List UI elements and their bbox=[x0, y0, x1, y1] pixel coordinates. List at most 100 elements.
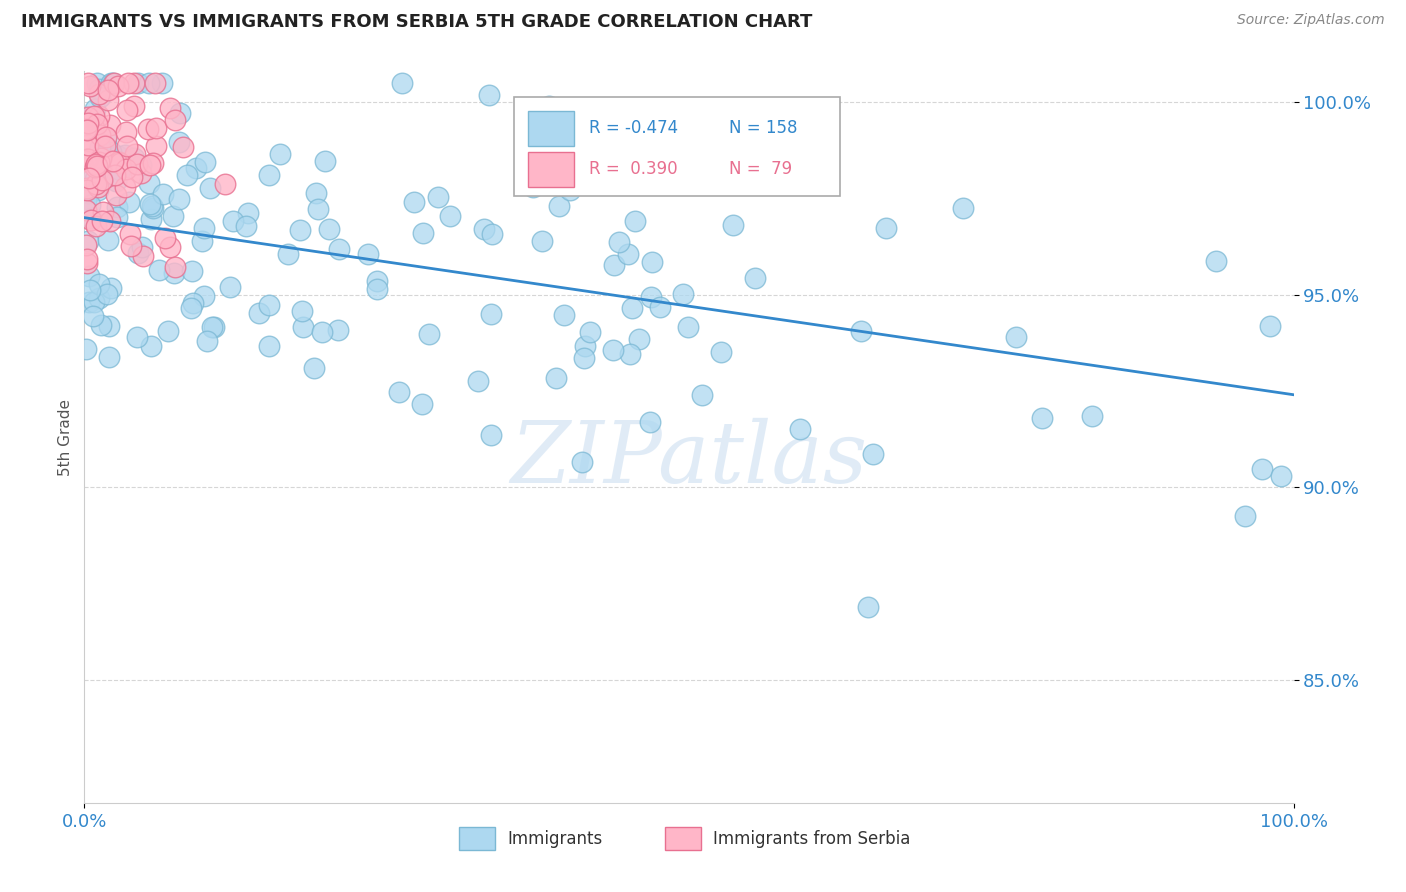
Point bbox=[103, 169, 125, 183]
Point bbox=[103, 154, 125, 169]
Point bbox=[84, 158, 107, 172]
Point bbox=[1258, 318, 1281, 333]
Point bbox=[100, 76, 122, 90]
Point bbox=[100, 145, 122, 159]
Point bbox=[1270, 469, 1292, 483]
Point bbox=[619, 346, 641, 360]
Point bbox=[75, 202, 97, 217]
Point bbox=[86, 159, 108, 173]
Point bbox=[257, 339, 280, 353]
Point bbox=[481, 227, 503, 241]
Point bbox=[194, 155, 217, 169]
Point bbox=[875, 220, 897, 235]
Text: Source: ZipAtlas.com: Source: ZipAtlas.com bbox=[1237, 13, 1385, 28]
Point bbox=[221, 214, 243, 228]
Point bbox=[117, 76, 139, 90]
Text: R = -0.474: R = -0.474 bbox=[589, 120, 678, 137]
Point bbox=[75, 121, 97, 136]
Point bbox=[84, 172, 107, 186]
Point bbox=[76, 256, 98, 270]
Point bbox=[572, 351, 595, 365]
Point bbox=[76, 138, 98, 153]
FancyBboxPatch shape bbox=[529, 152, 574, 187]
Point bbox=[124, 147, 146, 161]
Point bbox=[641, 254, 664, 268]
Point bbox=[1031, 410, 1053, 425]
Point bbox=[142, 156, 165, 170]
Point bbox=[176, 168, 198, 182]
Point bbox=[159, 240, 181, 254]
Point bbox=[94, 139, 117, 153]
Point bbox=[98, 351, 121, 365]
Point bbox=[76, 112, 98, 127]
Point bbox=[789, 422, 811, 436]
Point bbox=[79, 198, 101, 212]
Point bbox=[115, 161, 138, 176]
Point bbox=[478, 88, 501, 103]
Point bbox=[139, 158, 162, 172]
Point bbox=[76, 181, 98, 195]
Point bbox=[366, 274, 388, 288]
Point bbox=[180, 264, 202, 278]
Point bbox=[84, 219, 107, 233]
Point bbox=[412, 226, 434, 240]
Point bbox=[690, 388, 713, 402]
Point bbox=[165, 260, 187, 274]
Point bbox=[153, 231, 176, 245]
Point bbox=[537, 99, 560, 113]
Point bbox=[89, 109, 111, 123]
Point bbox=[114, 147, 136, 161]
Point bbox=[172, 140, 194, 154]
Point bbox=[302, 361, 325, 376]
Point bbox=[710, 344, 733, 359]
Point bbox=[87, 180, 110, 194]
Point bbox=[75, 137, 97, 152]
FancyBboxPatch shape bbox=[529, 111, 574, 146]
Point bbox=[79, 78, 101, 93]
Point bbox=[86, 76, 108, 90]
Text: IMMIGRANTS VS IMMIGRANTS FROM SERBIA 5TH GRADE CORRELATION CHART: IMMIGRANTS VS IMMIGRANTS FROM SERBIA 5TH… bbox=[21, 13, 813, 31]
Point bbox=[530, 234, 553, 248]
Point bbox=[472, 221, 495, 235]
Point bbox=[83, 110, 105, 124]
Point bbox=[76, 116, 98, 130]
Point bbox=[101, 76, 124, 90]
Point bbox=[602, 343, 624, 358]
Point bbox=[156, 324, 179, 338]
Point bbox=[638, 415, 661, 429]
Point bbox=[87, 87, 110, 101]
Point bbox=[574, 339, 596, 353]
Point bbox=[1005, 330, 1028, 344]
Point bbox=[411, 396, 433, 410]
Point bbox=[191, 234, 214, 248]
Point bbox=[479, 307, 502, 321]
Text: ZIPatlas: ZIPatlas bbox=[510, 417, 868, 500]
Point bbox=[141, 199, 163, 213]
Point bbox=[259, 298, 281, 312]
Point bbox=[193, 289, 215, 303]
Point bbox=[80, 171, 103, 186]
Point bbox=[388, 384, 411, 399]
Point bbox=[193, 221, 215, 235]
Point bbox=[127, 76, 149, 90]
Point bbox=[259, 168, 281, 182]
Point bbox=[291, 304, 314, 318]
Point bbox=[84, 177, 107, 191]
Point bbox=[184, 161, 207, 175]
Point bbox=[76, 152, 98, 166]
FancyBboxPatch shape bbox=[665, 827, 702, 850]
Point bbox=[91, 214, 114, 228]
Point bbox=[571, 455, 593, 469]
Point bbox=[219, 280, 242, 294]
Point bbox=[131, 240, 153, 254]
Text: Immigrants: Immigrants bbox=[508, 830, 603, 847]
Point bbox=[640, 290, 662, 304]
Point bbox=[98, 118, 121, 132]
Point bbox=[75, 342, 97, 356]
Point bbox=[97, 83, 120, 97]
Point bbox=[91, 172, 114, 186]
Point bbox=[558, 183, 581, 197]
Point bbox=[89, 140, 111, 154]
Point bbox=[107, 200, 129, 214]
Point bbox=[77, 152, 100, 166]
